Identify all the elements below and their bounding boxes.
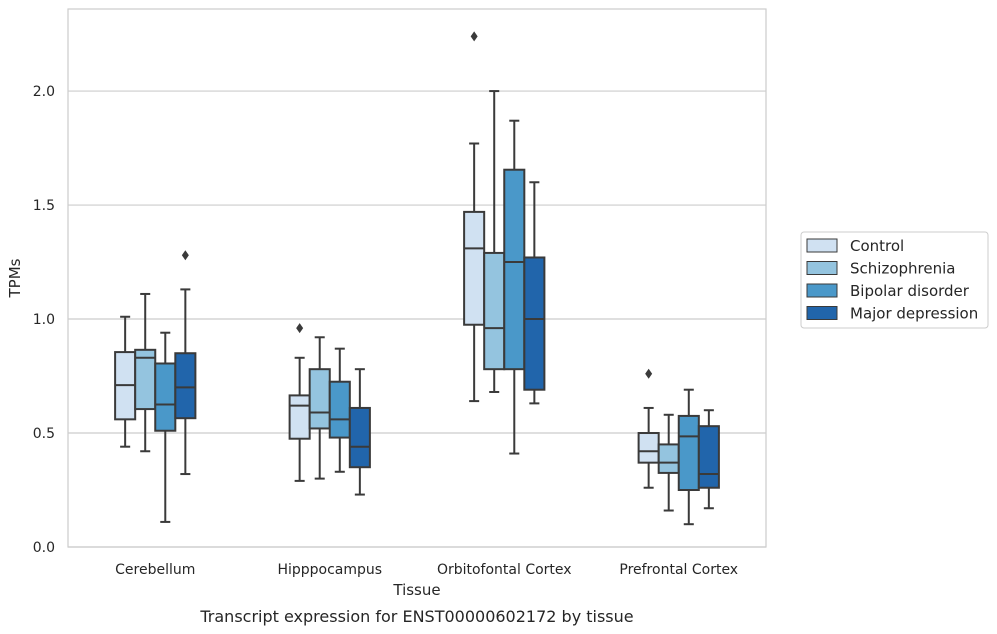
box-iqr [657, 443, 680, 474]
box-iqr [288, 394, 311, 440]
box-group [463, 31, 486, 403]
box-iqr [328, 380, 351, 439]
figure-caption: Transcript expression for ENST0000060217… [199, 607, 633, 626]
plot-frame [67, 8, 767, 548]
box-iqr [463, 210, 486, 326]
legend-label: Control [850, 237, 904, 255]
outlier-point [296, 323, 304, 334]
legend-swatch [806, 306, 838, 320]
x-tick-label: Orbitofontal Cortex [437, 562, 572, 578]
legend: Control Schizophrenia Bipolar disorder Majo… [800, 231, 989, 329]
box-iqr [503, 168, 526, 371]
y-axis-title: TPMs [6, 258, 24, 298]
box-iqr [637, 432, 660, 464]
box-iqr [697, 425, 720, 489]
box-group [348, 368, 371, 496]
box-iqr [348, 406, 371, 469]
x-tick-label: Prefrontal Cortex [619, 562, 738, 578]
y-tick-label: 0.0 [33, 540, 55, 556]
x-tick-label: Cerebellum [115, 562, 195, 578]
box-group [637, 368, 660, 489]
box-group [288, 323, 311, 482]
box-group [483, 90, 506, 393]
legend-frame [800, 231, 989, 329]
box-iqr [523, 256, 546, 391]
legend-label: Schizophrenia [850, 260, 955, 278]
box-group [697, 409, 720, 510]
box-group [174, 250, 197, 476]
y-tick-label: 1.5 [33, 198, 55, 214]
box-group [328, 347, 351, 473]
box-iqr [174, 352, 197, 420]
legend-swatch [806, 238, 838, 253]
legend-swatch [806, 261, 838, 275]
outlier-point [645, 368, 653, 379]
box-group [523, 181, 546, 405]
x-tick-label: Hipppocampus [277, 562, 382, 578]
legend-label: Major depression [850, 305, 978, 323]
box-iqr [483, 251, 506, 371]
y-tick-label: 2.0 [33, 84, 55, 100]
box-iqr [154, 362, 177, 432]
box-iqr [677, 414, 700, 492]
box-group [134, 292, 157, 453]
x-axis-title: Tissue [392, 581, 440, 599]
plot-area [114, 31, 720, 526]
box-group [677, 388, 700, 526]
y-tick-label: 1.0 [33, 312, 55, 328]
box-group [657, 413, 680, 512]
box-group [308, 336, 331, 480]
box-group [154, 331, 177, 523]
legend-swatch [806, 283, 838, 298]
outlier-point [470, 31, 478, 42]
box-iqr [308, 368, 331, 430]
x-tick-labels: Cerebellum Hipppocampus Orbitofontal Corte… [115, 562, 738, 578]
outlier-point [181, 250, 189, 261]
box-group [114, 315, 137, 448]
legend-label: Bipolar disorder [850, 282, 970, 300]
y-tick-label: 0.5 [33, 426, 55, 442]
y-tick-labels: 0.0 0.5 1.0 1.5 2.0 [33, 84, 55, 556]
